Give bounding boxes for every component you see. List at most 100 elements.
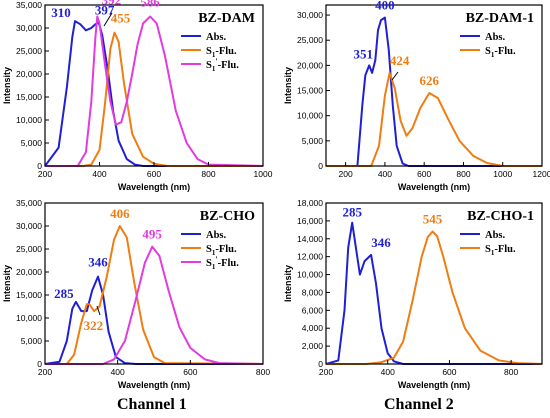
y-tick-label: 10,000: [16, 115, 42, 125]
y-axis-label: Intensity: [283, 67, 293, 104]
legend-entry: S1-Flu.: [206, 46, 237, 59]
y-tick-label: 25,000: [16, 46, 42, 56]
x-axis-label: Wavelength (nm): [398, 182, 470, 192]
peak-label: 495: [142, 227, 162, 242]
peak-label: 626: [420, 73, 440, 88]
peak-label: 322: [84, 318, 104, 333]
y-tick-label: 15,000: [16, 290, 42, 300]
y-tick-label: 8,000: [302, 287, 324, 297]
peak-label: 285: [342, 205, 362, 220]
x-tick-label: 800: [256, 367, 270, 377]
series-line-1: [326, 16, 542, 167]
series-line-2: [45, 31, 263, 167]
y-tick-label: 35,000: [16, 198, 42, 208]
x-tick-label: 400: [92, 169, 106, 179]
y-tick-label: 6,000: [302, 305, 324, 315]
y-tick-label: 5,000: [302, 136, 324, 146]
y-tick-label: 15,000: [297, 86, 323, 96]
y-tick-label: 15,000: [16, 92, 42, 102]
y-tick-label: 30,000: [16, 23, 42, 33]
x-axis-label: Wavelength (nm): [118, 182, 190, 192]
peak-label: 545: [423, 212, 443, 227]
series-line-1: [44, 275, 263, 365]
y-tick-label: 20,000: [16, 69, 42, 79]
x-tick-label: 200: [319, 367, 333, 377]
y-tick-label: 16,000: [297, 216, 323, 226]
peak-label: 346: [371, 235, 391, 250]
y-axis-label: Intensity: [2, 67, 12, 104]
x-tick-label: 200: [38, 169, 52, 179]
x-tick-label: 800: [201, 169, 215, 179]
peak-label: 406: [110, 206, 130, 221]
arrow-397: [103, 12, 113, 27]
y-axis-label: Intensity: [283, 265, 293, 302]
series-line-2: [45, 225, 264, 365]
plot-frame: [44, 202, 264, 365]
peak-label: 310: [51, 5, 71, 20]
legend-entry: Abs.: [206, 230, 227, 241]
y-tick-label: 0: [318, 161, 323, 171]
legend-entry: S1'-Flu.: [206, 57, 239, 73]
legend-entry: S1-Flu.: [206, 244, 237, 257]
chart-panel-1: 200 400 600 800 1000 0 5,000 10,000 15,000 20,000…: [2, 0, 273, 192]
x-tick-label: 200: [38, 367, 52, 377]
y-tick-label: 18,000: [297, 198, 323, 208]
peak-label: 424: [390, 53, 410, 68]
peak-label: 346: [88, 255, 108, 270]
y-tick-label: 10,000: [297, 270, 323, 280]
footer-channel-2: Channel 2: [384, 396, 454, 413]
x-axis-label: Wavelength (nm): [398, 380, 470, 390]
y-tick-label: 0: [37, 359, 42, 369]
legend-entry: S1'-Flu.: [206, 255, 239, 271]
footer-channel-1: Channel 1: [117, 396, 187, 413]
chart-title: BZ-CHO: [200, 209, 255, 224]
y-tick-label: 2,000: [302, 341, 324, 351]
x-tick-label: 600: [147, 169, 161, 179]
y-tick-label: 14,000: [297, 234, 323, 244]
plot-frame: [44, 4, 264, 167]
legend-entry: Abs.: [485, 32, 506, 43]
plot-frame: [325, 202, 543, 365]
x-tick-label: 400: [111, 367, 125, 377]
peak-label: 285: [54, 286, 74, 301]
y-tick-label: 20,000: [16, 267, 42, 277]
legend-entry: S1-Flu.: [485, 46, 516, 59]
x-tick-label: 800: [504, 367, 518, 377]
peak-label: 392: [102, 0, 122, 8]
y-tick-label: 20,000: [297, 60, 323, 70]
y-tick-label: 10,000: [297, 111, 323, 121]
legend-entry: S1-Flu.: [485, 244, 516, 257]
y-tick-label: 0: [318, 359, 323, 369]
legend-entry: Abs.: [206, 32, 227, 43]
plot-frame: [325, 4, 543, 167]
peak-label: 351: [354, 46, 374, 61]
x-tick-label: 600: [442, 367, 456, 377]
y-tick-label: 35,000: [16, 0, 42, 10]
series-line-1: [44, 20, 263, 167]
x-tick-label: 1000: [254, 169, 273, 179]
arrow-322: [96, 305, 101, 316]
y-tick-label: 25,000: [297, 35, 323, 45]
series-line-3: [45, 15, 264, 167]
y-tick-label: 12,000: [297, 252, 323, 262]
y-tick-label: 30,000: [16, 221, 42, 231]
x-tick-label: 600: [183, 367, 197, 377]
peak-label: 586: [140, 0, 160, 10]
chart-title: BZ-CHO-1: [467, 209, 534, 224]
legend-entry: Abs.: [485, 230, 506, 241]
x-tick-label: 1000: [493, 169, 512, 179]
x-tick-label: 400: [378, 169, 392, 179]
chart-panel-4: 200 400 600 800 0 2,000 4,000 6,000 8,000 10,000 1…: [283, 198, 543, 390]
x-tick-label: 800: [456, 169, 470, 179]
series-line-2: [326, 71, 542, 167]
series-line-2: [326, 230, 543, 365]
chart-title: BZ-DAM-1: [466, 11, 534, 26]
peak-label: 455: [111, 11, 131, 26]
x-tick-label: 1200: [533, 169, 550, 179]
chart-panel-3: 200 400 600 800 0 5,000 10,000 15,000 20,000 25,0…: [2, 198, 270, 390]
y-tick-label: 10,000: [16, 313, 42, 323]
arrow-424: [391, 71, 399, 81]
x-axis-label: Wavelength (nm): [118, 380, 190, 390]
series-line-3: [45, 245, 264, 365]
